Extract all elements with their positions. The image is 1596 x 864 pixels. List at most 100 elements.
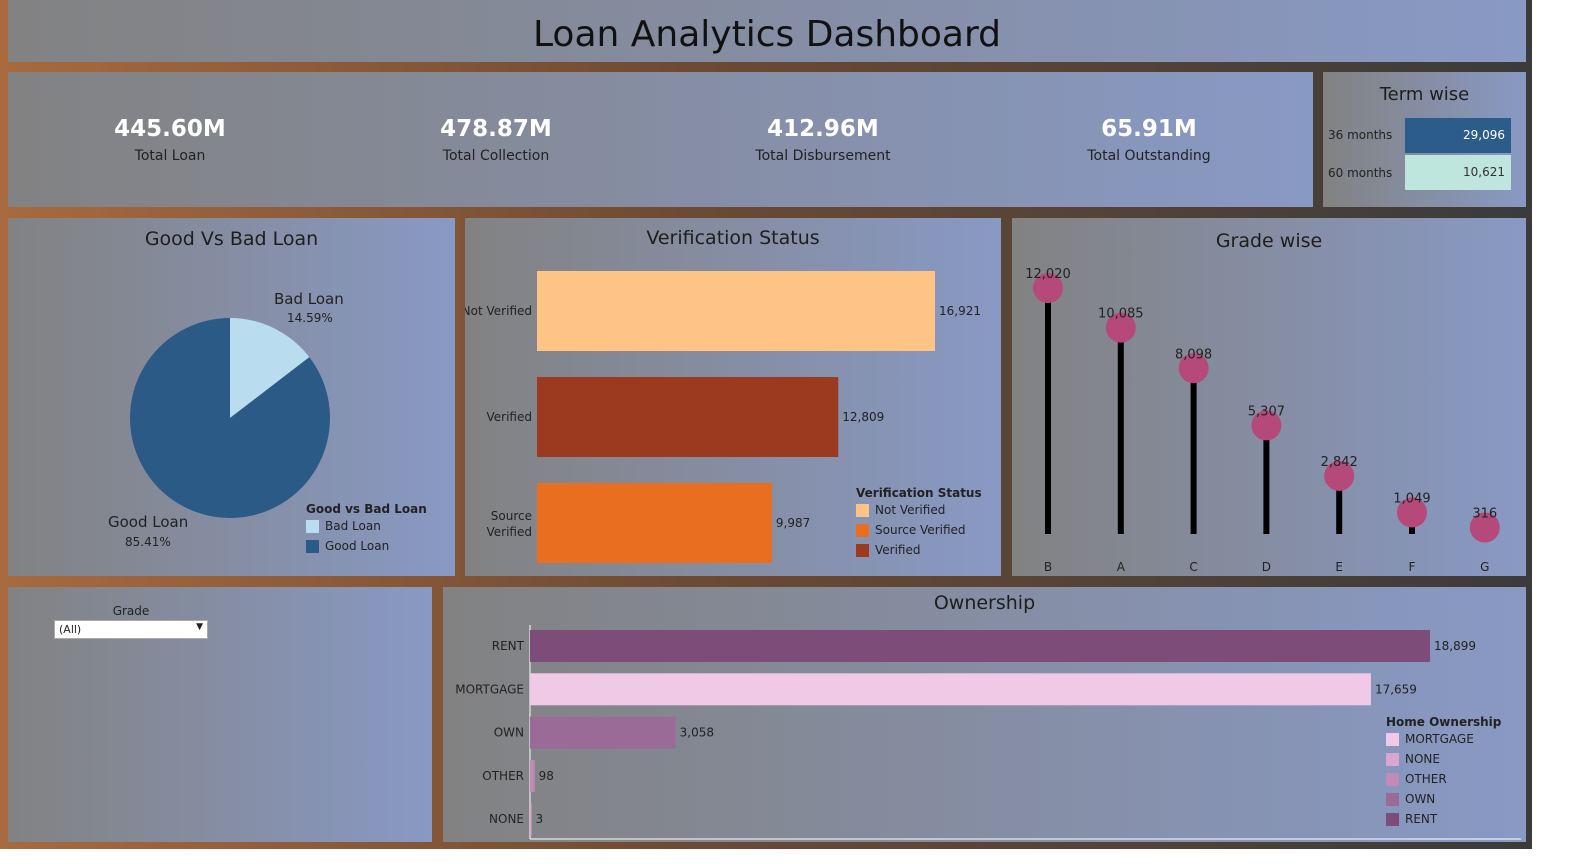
term-bar-60[interactable]: 10,621 — [1405, 155, 1511, 190]
legend-label: OWN — [1405, 792, 1436, 806]
grade-filter-dropdown[interactable]: (All) ▼ — [54, 620, 208, 639]
grade-dot[interactable] — [1178, 353, 1209, 384]
grade-category-label: D — [1262, 560, 1271, 574]
grade-dot[interactable] — [1324, 460, 1355, 491]
ownership-panel: Ownership RENT 18,899 MORTGAGE 17,659 OWN 3,0… — [443, 587, 1526, 842]
grade-category-label: E — [1335, 560, 1343, 574]
ownership-bar[interactable] — [530, 803, 532, 836]
ownership-category-label: OWN — [494, 726, 524, 740]
ownership-bar[interactable] — [530, 759, 535, 792]
legend-item[interactable]: OTHER — [1386, 769, 1501, 789]
verification-value-label: 16,921 — [939, 304, 981, 318]
kpi-total-collection-label: Total Collection — [442, 148, 550, 164]
term-row-label: 60 months — [1328, 166, 1393, 180]
legend-item[interactable]: RENT — [1386, 809, 1501, 829]
legend-swatch — [856, 503, 869, 517]
grade-value-label: 12,020 — [1025, 267, 1071, 282]
verification-value-label: 9,987 — [776, 516, 810, 530]
legend-swatch — [306, 519, 319, 533]
verification-legend: Verification Status Not Verified Source … — [856, 486, 982, 560]
grade-category-label: G — [1480, 560, 1489, 574]
kpi-total-loan-value: 445.60M — [114, 116, 226, 142]
pie-legend: Good vs Bad Loan Bad Loan Good Loan — [306, 502, 427, 556]
good-bad-panel: Good Vs Bad Loan Bad Loan 14.59% Good Lo… — [8, 218, 455, 576]
kpi-total-outstanding-value: 65.91M — [1101, 116, 1197, 142]
kpi-total-loan-label: Total Loan — [134, 148, 206, 164]
legend-swatch — [1386, 792, 1399, 806]
legend-label: NONE — [1405, 752, 1440, 766]
ownership-legend: Home Ownership MORTGAGE NONE OTHER OWN R… — [1386, 715, 1501, 829]
legend-swatch — [856, 523, 869, 537]
ownership-category-label: MORTGAGE — [455, 682, 524, 696]
legend-label: OTHER — [1405, 772, 1447, 786]
ownership-bar[interactable] — [530, 673, 1371, 706]
legend-label: Good Loan — [325, 539, 390, 553]
grade-chart: 12,020 B 10,085 A 8,098 C 5,307 D 2,842 E 1,049 F 31… — [1025, 267, 1500, 574]
legend-item[interactable]: Source Verified — [856, 520, 982, 540]
grade-dot[interactable] — [1397, 497, 1427, 528]
legend-swatch — [856, 543, 869, 557]
pie-good-pct: 85.41% — [125, 535, 171, 549]
grade-category-label: F — [1409, 560, 1416, 574]
legend-item[interactable]: Bad Loan — [306, 516, 427, 536]
ownership-value-label: 18,899 — [1434, 639, 1476, 653]
verification-panel: Verification Status Not Verified 16,921 Ve… — [465, 218, 1001, 576]
term-bar-36[interactable]: 29,096 — [1405, 118, 1511, 153]
ownership-value-label: 98 — [539, 769, 554, 783]
verification-bar[interactable] — [537, 483, 772, 563]
verification-bar[interactable] — [537, 271, 935, 351]
verification-value-label: 12,809 — [842, 410, 884, 424]
legend-item[interactable]: MORTGAGE — [1386, 729, 1501, 749]
legend-label: Not Verified — [875, 503, 946, 517]
legend-label: Source Verified — [875, 523, 966, 537]
legend-swatch — [306, 539, 319, 553]
dashboard-title: Loan Analytics Dashboard — [533, 14, 1001, 55]
chevron-down-icon: ▼ — [196, 622, 203, 632]
verification-category-label: Verified — [487, 525, 533, 539]
pie-bad-pct: 14.59% — [287, 311, 333, 325]
verification-category-label: Source — [491, 509, 532, 523]
grade-dot[interactable] — [1469, 512, 1500, 543]
pie-bad-label: Bad Loan — [274, 290, 344, 308]
verification-bar[interactable] — [537, 377, 839, 457]
grade-category-label: C — [1189, 560, 1197, 574]
ownership-bar[interactable] — [530, 716, 676, 749]
ownership-category-label: OTHER — [482, 769, 524, 783]
grade-dot[interactable] — [1105, 312, 1136, 343]
verification-chart: Not Verified 16,921 Verified 12,809 Source Ve… — [465, 271, 981, 563]
verification-category-label: Verified — [487, 410, 533, 424]
legend-item[interactable]: OWN — [1386, 789, 1501, 809]
kpi-total-collection-value: 478.87M — [440, 116, 552, 142]
legend-item[interactable]: Not Verified — [856, 500, 982, 520]
pie-good-label: Good Loan — [108, 513, 189, 531]
title-panel: Loan Analytics Dashboard — [8, 0, 1526, 62]
grade-category-label: B — [1044, 560, 1052, 574]
ownership-value-label: 3 — [536, 812, 544, 826]
legend-item[interactable]: Good Loan — [306, 536, 427, 556]
kpi-panel: 445.60M Total Loan 478.87M Total Collect… — [8, 72, 1313, 207]
ownership-bar[interactable] — [530, 630, 1430, 662]
pie-slice-good-loan[interactable] — [130, 318, 330, 518]
verification-legend-title: Verification Status — [856, 486, 982, 500]
legend-swatch — [1386, 732, 1399, 746]
grade-value-label: 5,307 — [1248, 404, 1285, 419]
legend-swatch — [1386, 752, 1399, 766]
grade-value-label: 1,049 — [1393, 492, 1430, 507]
ownership-title: Ownership — [933, 592, 1036, 614]
verification-category-label: Not Verified — [465, 304, 532, 318]
term-title: Term wise — [1379, 84, 1470, 105]
legend-item[interactable]: NONE — [1386, 749, 1501, 769]
legend-label: MORTGAGE — [1405, 732, 1474, 746]
grade-value-label: 8,098 — [1175, 347, 1212, 362]
pie-slice-bad-loan[interactable] — [230, 318, 310, 418]
legend-item[interactable]: Verified — [856, 540, 982, 560]
ownership-chart: RENT 18,899 MORTGAGE 17,659 OWN 3,058 OTHER 98 N… — [455, 625, 1521, 840]
grade-value-label: 2,842 — [1321, 455, 1358, 470]
ownership-category-label: RENT — [492, 639, 525, 653]
verification-title: Verification Status — [646, 227, 820, 249]
grade-dot[interactable] — [1033, 273, 1063, 303]
grade-dot[interactable] — [1251, 410, 1282, 441]
legend-label: Verified — [875, 543, 921, 557]
ownership-value-label: 17,659 — [1375, 682, 1417, 696]
legend-swatch — [1386, 772, 1399, 786]
